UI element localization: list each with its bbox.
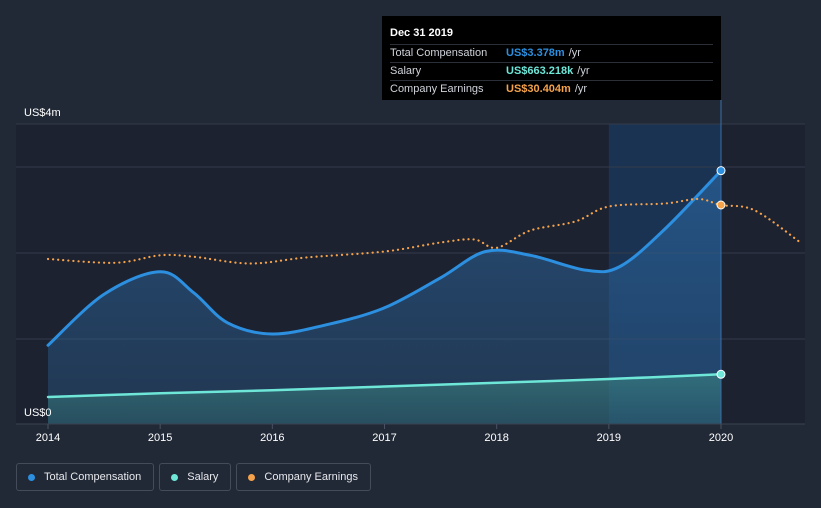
- chart-tooltip: Dec 31 2019 Total Compensation US$3.378m…: [382, 16, 721, 100]
- x-tick-label: 2018: [484, 432, 508, 444]
- line-salary: [46, 373, 723, 399]
- series-areas: [48, 170, 721, 424]
- tooltip-label: Total Compensation: [390, 47, 488, 59]
- tooltip-unit: /yr: [574, 83, 588, 95]
- marker-total-compensation: [716, 166, 726, 176]
- tooltip-value: US$30.404m: [506, 83, 571, 95]
- x-tick-label: 2015: [148, 432, 172, 444]
- x-tick-label: 2017: [372, 432, 396, 444]
- series-lines: [46, 169, 801, 399]
- legend-item-company-earnings[interactable]: Company Earnings: [236, 463, 371, 491]
- legend-item-total-compensation[interactable]: Total Compensation: [16, 463, 155, 491]
- line-total-compensation: [46, 169, 723, 347]
- marker-salary: [716, 369, 726, 379]
- marker-company-earnings: [716, 200, 726, 210]
- legend-dot-icon: [248, 473, 256, 481]
- legend-dot-icon: [171, 473, 179, 481]
- area-salary: [48, 374, 721, 424]
- tooltip-label: Salary: [390, 65, 422, 77]
- tooltip-label: Company Earnings: [390, 83, 484, 95]
- x-axis-ticks: 2014 2015 2016 2017 2018 2019 2020: [36, 424, 733, 444]
- x-tick-label: 2016: [260, 432, 284, 444]
- x-tick-label: 2014: [36, 432, 60, 444]
- tooltip-value: US$663.218k: [506, 65, 574, 77]
- area-total-compensation: [48, 170, 721, 424]
- legend-label: Total Compensation: [44, 471, 142, 483]
- x-tick-label: 2020: [709, 432, 733, 444]
- legend-label: Company Earnings: [264, 471, 358, 483]
- tooltip-date: Dec 31 2019: [390, 27, 453, 39]
- y-axis-top-label: US$4m: [24, 107, 61, 119]
- tooltip-unit: /yr: [577, 65, 590, 77]
- tooltip-row-total-compensation: Total Compensation US$3.378m /yr: [390, 44, 713, 62]
- tooltip-value: US$3.378m: [506, 47, 565, 59]
- y-axis-bottom-label: US$0: [24, 407, 52, 419]
- series-markers: [716, 166, 726, 379]
- legend-item-salary[interactable]: Salary: [159, 463, 232, 491]
- tooltip-unit: /yr: [568, 47, 581, 59]
- line-company-earnings: [46, 197, 801, 265]
- legend-dot-icon: [28, 473, 35, 481]
- tooltip-row-salary: Salary US$663.218k /yr: [390, 62, 713, 80]
- chart-legend: Total Compensation Salary Company Earnin…: [16, 463, 371, 491]
- x-tick-label: 2019: [597, 432, 621, 444]
- legend-label: Salary: [187, 471, 219, 483]
- tooltip-row-company-earnings: Company Earnings US$30.404m /yr: [390, 80, 713, 98]
